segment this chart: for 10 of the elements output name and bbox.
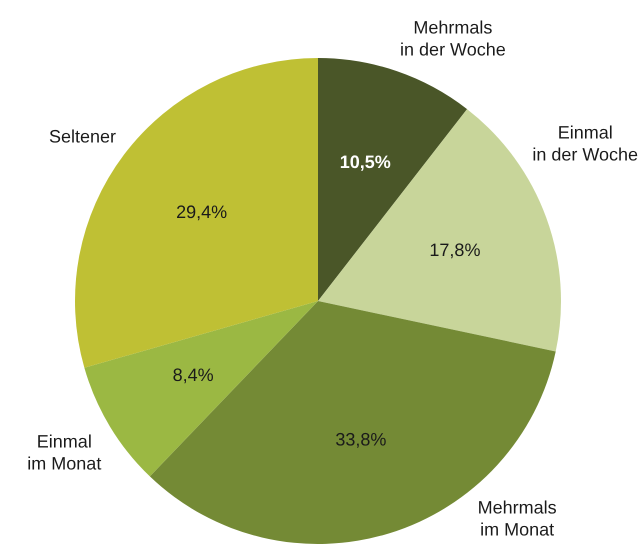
data-label: 17,8% <box>429 240 480 260</box>
slice-label: Mehrmals im Monat <box>478 497 557 540</box>
slice-label: Seltener <box>48 126 116 147</box>
data-label: 10,5% <box>340 152 391 172</box>
slice-label: Einmal im Monat <box>27 432 102 474</box>
slice-label: Mehrmals in der Woche <box>400 18 506 60</box>
slice-label: Einmal in der Woche <box>532 122 638 165</box>
data-label: 29,4% <box>176 202 228 222</box>
data-label: 33,8% <box>335 429 386 450</box>
data-label: 8,4% <box>172 365 214 386</box>
